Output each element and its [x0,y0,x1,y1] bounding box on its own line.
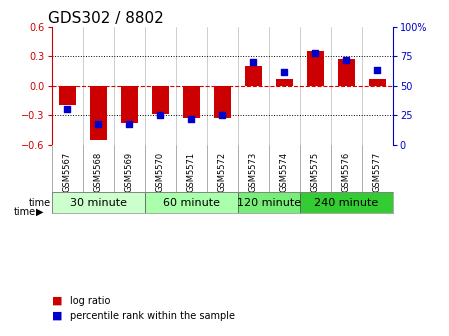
Text: log ratio: log ratio [70,296,110,306]
Bar [276,79,293,86]
Text: ▶: ▶ [36,207,44,217]
Point [95,121,102,126]
Text: GSM5568: GSM5568 [94,152,103,192]
Bar [90,86,107,140]
Text: GDS302 / 8802: GDS302 / 8802 [48,11,164,26]
Bar [183,86,200,118]
Text: ■: ■ [52,311,62,321]
Bar [307,51,324,86]
Text: GSM5573: GSM5573 [249,152,258,192]
Bar [369,79,386,86]
Bar [121,86,138,123]
Point [126,121,133,126]
FancyBboxPatch shape [300,192,393,213]
Point [281,69,288,74]
Point [250,59,257,65]
Bar [214,86,231,118]
Text: time: time [13,207,35,217]
Text: GSM5577: GSM5577 [373,152,382,192]
Text: GSM5575: GSM5575 [311,152,320,192]
FancyBboxPatch shape [52,192,145,213]
Text: 240 minute: 240 minute [314,198,379,208]
Bar [338,59,355,86]
Text: GSM5572: GSM5572 [218,152,227,192]
Text: GSM5569: GSM5569 [125,152,134,192]
Text: time: time [29,198,51,208]
Text: ■: ■ [52,296,62,306]
Text: 120 minute: 120 minute [237,198,301,208]
FancyBboxPatch shape [145,192,238,213]
Point [64,107,71,112]
Point [188,116,195,122]
Point [219,113,226,118]
Text: GSM5571: GSM5571 [187,152,196,192]
Text: 60 minute: 60 minute [163,198,220,208]
Point [157,113,164,118]
FancyBboxPatch shape [238,192,300,213]
Text: GSM5574: GSM5574 [280,152,289,192]
Text: percentile rank within the sample: percentile rank within the sample [70,311,234,321]
Point [312,50,319,55]
Text: GSM5567: GSM5567 [63,152,72,192]
Point [343,57,350,62]
Text: GSM5570: GSM5570 [156,152,165,192]
Bar [245,66,262,86]
Text: 30 minute: 30 minute [70,198,127,208]
Text: GSM5576: GSM5576 [342,152,351,192]
Bar [59,86,76,106]
Bar [152,86,169,114]
Point [374,68,381,73]
